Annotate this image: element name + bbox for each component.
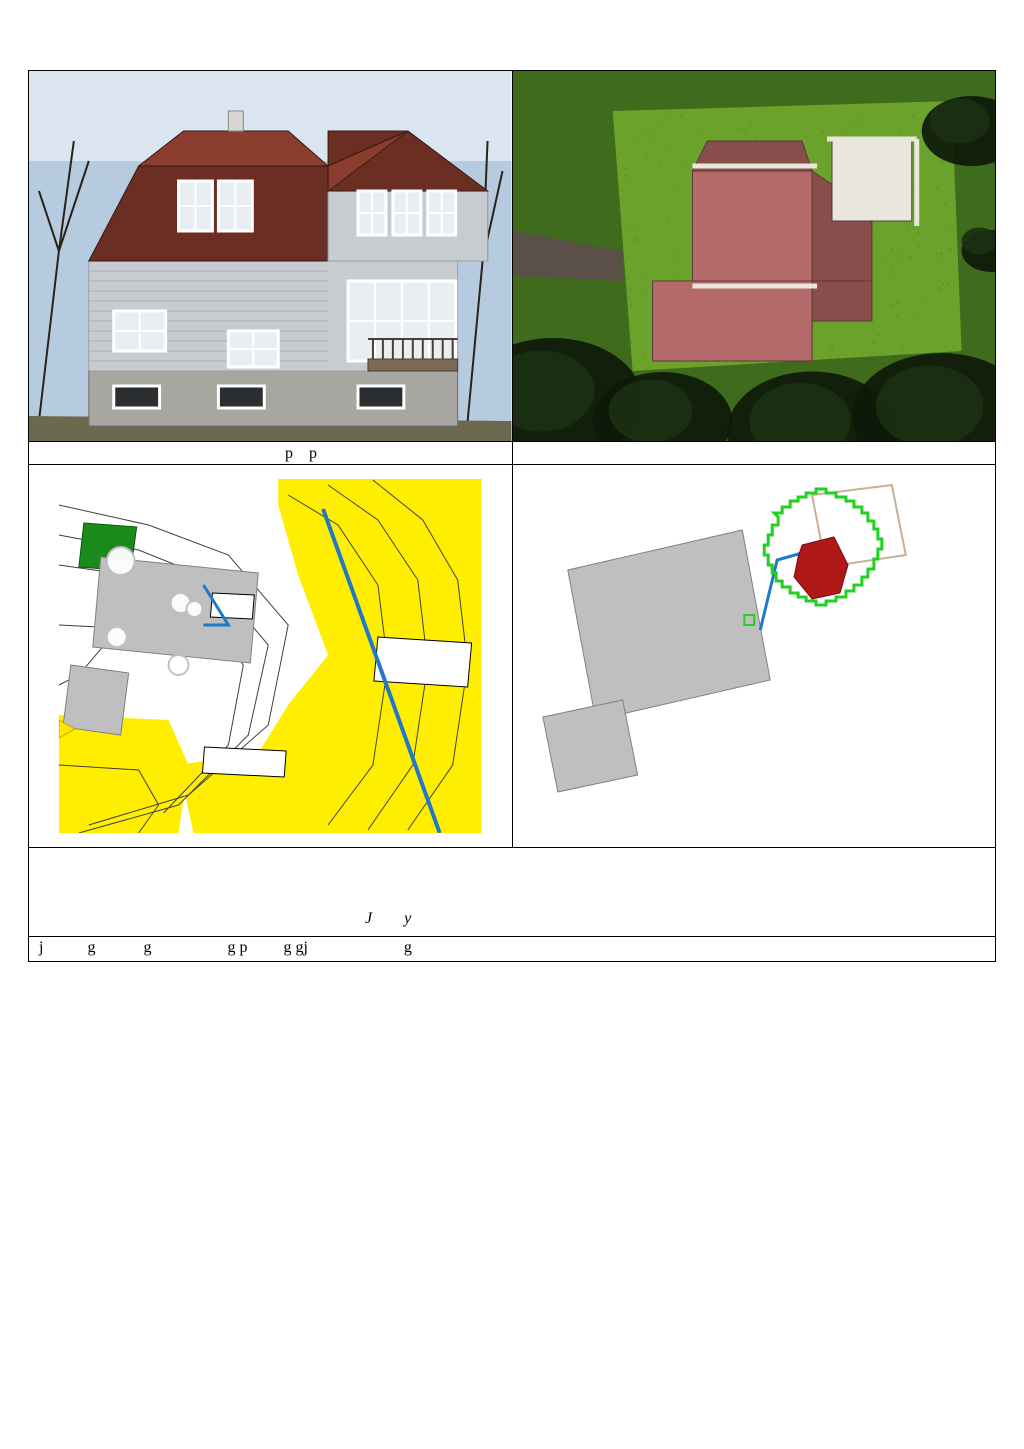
figure-grid: p p J y j g g g p [28,70,996,962]
footer-cell: j g g g p g gj g [29,937,996,962]
cadastral-map [29,465,512,847]
caption-right [512,442,996,465]
difference-map [513,465,996,847]
cell-photo-house [29,71,513,442]
footer-text: j g g g p g gj g [35,939,412,957]
description-text: J y [365,910,411,928]
cell-difference-map [512,465,996,848]
description-cell: J y [29,848,996,937]
house-photo [29,71,512,441]
cell-cadastral-map [29,465,513,848]
caption-left-text: p p [285,443,317,465]
aerial-photo [513,71,996,441]
page: p p J y j g g g p [0,0,1024,1449]
caption-left: p p [29,442,513,465]
cell-photo-aerial [512,71,996,442]
